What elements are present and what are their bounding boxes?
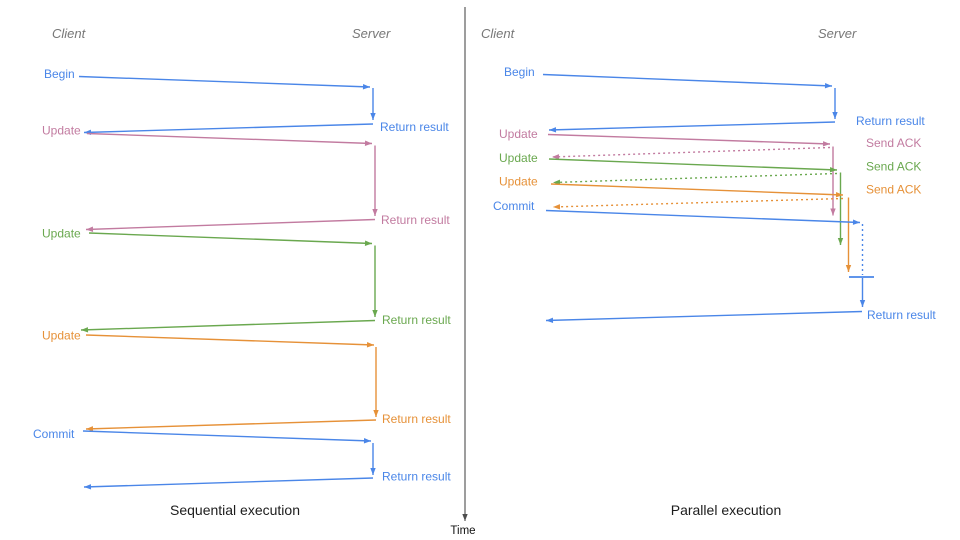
sequential-execution-caption: Sequential execution (170, 502, 300, 518)
par-commit-return-label: Return result (867, 308, 936, 322)
seq-update3-return-label: Return result (382, 412, 451, 426)
seq-update1-return (85, 218, 376, 231)
right-server-header: Server (818, 26, 857, 41)
par-begin-request-arrowhead (824, 83, 832, 89)
seq-commit-label: Commit (33, 427, 75, 441)
par-update1-label: Update (499, 127, 538, 141)
seq-update2-return-label: Return result (382, 313, 451, 327)
par-commit-server-process-arrowhead (859, 300, 866, 307)
par-begin-return-arrowhead (549, 127, 557, 133)
time-axis-line-arrowhead (462, 514, 468, 521)
seq-commit-request (82, 430, 372, 442)
seq-commit-request-arrowhead (363, 438, 371, 444)
left-client-header: Client (52, 26, 86, 41)
seq-update2-server-process-arrowhead (372, 310, 378, 317)
par-commit-request (545, 209, 861, 224)
par-update3-ack-arrowhead (553, 204, 561, 210)
par-update1-request (547, 133, 831, 145)
right-client-header: Client (481, 26, 515, 41)
par-update1-ack-arrowhead (552, 154, 560, 160)
seq-update3-request (85, 334, 375, 346)
par-update1-request-arrowhead (822, 141, 830, 147)
seq-update2-return (80, 319, 376, 331)
seq-begin-return-label: Return result (380, 120, 449, 134)
seq-update2-return-arrowhead (81, 327, 89, 333)
par-commit-return (545, 310, 863, 322)
seq-commit-return (83, 477, 374, 488)
par-update2-request-arrowhead (829, 167, 837, 173)
seq-update3-return (85, 419, 377, 430)
par-update1-ack-label: Send ACK (866, 136, 921, 150)
seq-update1-request (86, 132, 373, 145)
par-commit-return-arrowhead (546, 317, 554, 323)
seq-update3-label: Update (42, 329, 81, 343)
seq-update3-server-process-arrowhead (373, 410, 379, 417)
seq-update1-label: Update (42, 124, 81, 138)
par-begin-return (548, 121, 836, 131)
time-axis-label: Time (450, 525, 476, 537)
seq-update2-label: Update (42, 227, 81, 241)
par-update3-ack-label: Send ACK (866, 183, 921, 197)
par-commit-request-arrowhead (852, 219, 860, 225)
seq-begin-request (78, 75, 371, 88)
seq-update1-request-arrowhead (364, 140, 372, 146)
par-begin-return-label: Return result (856, 114, 925, 128)
par-update1-ack (551, 146, 831, 158)
seq-begin-server-process-arrowhead (370, 113, 376, 120)
seq-commit-return-arrowhead (84, 484, 92, 490)
seq-begin-request-arrowhead (362, 84, 370, 90)
seq-commit-return-label: Return result (382, 470, 451, 484)
par-update3-label: Update (499, 175, 538, 189)
par-update2-request (548, 158, 838, 171)
left-server-header: Server (352, 26, 391, 41)
par-update2-ack (552, 172, 838, 184)
par-update2-server-process-arrowhead (837, 238, 844, 245)
seq-update1-return-arrowhead (86, 226, 94, 232)
par-begin-server-process-arrowhead (832, 112, 838, 119)
seq-update1-return-label: Return result (381, 213, 450, 227)
par-update2-label: Update (499, 151, 538, 165)
seq-commit-server-process-arrowhead (370, 468, 376, 475)
par-update2-ack-label: Send ACK (866, 160, 921, 174)
seq-update2-request (88, 232, 373, 245)
par-update3-server-process-arrowhead (845, 265, 852, 272)
par-begin-label: Begin (504, 65, 535, 79)
seq-begin-return (83, 123, 374, 134)
seq-update3-request-arrowhead (366, 342, 374, 348)
par-update3-request-arrowhead (835, 192, 843, 198)
par-commit-label: Commit (493, 199, 535, 213)
par-update1-server-process-arrowhead (830, 208, 836, 216)
parallel-execution-caption: Parallel execution (670, 502, 782, 518)
seq-update2-request-arrowhead (364, 240, 372, 246)
seq-update3-return-arrowhead (86, 426, 94, 432)
par-update3-request (550, 183, 844, 196)
par-update3-ack (552, 197, 844, 208)
seq-begin-label: Begin (44, 67, 75, 81)
seq-update1-server-process-arrowhead (372, 209, 378, 216)
par-begin-request (542, 73, 833, 87)
